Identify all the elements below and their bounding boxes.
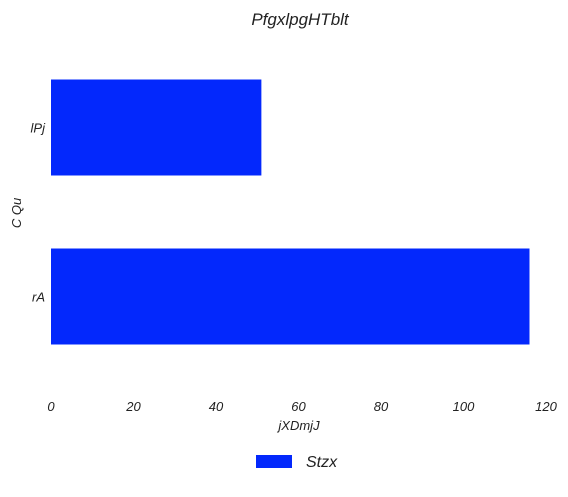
legend-swatch <box>256 455 292 468</box>
x-tick-label: 100 <box>453 399 475 414</box>
y-axis-label: C Qu <box>9 198 24 228</box>
x-axis-label: jXDmjJ <box>276 418 320 433</box>
y-tick-labels: lPj rA <box>31 121 47 305</box>
chart-title: PfgxlpgHTblt <box>251 10 350 29</box>
y-tick-label: rA <box>32 290 45 305</box>
bars-group <box>51 79 530 345</box>
x-tick-label: 80 <box>374 399 389 414</box>
x-tick-labels: 0 20 40 60 80 100 120 <box>47 399 557 414</box>
x-tick-label: 0 <box>47 399 55 414</box>
bar-lPj <box>51 79 262 176</box>
x-tick-label: 120 <box>535 399 557 414</box>
legend: Stzx <box>256 454 338 471</box>
x-tick-label: 40 <box>209 399 224 414</box>
bar-rA <box>51 248 530 345</box>
x-tick-label: 60 <box>291 399 306 414</box>
y-tick-label: lPj <box>31 121 47 136</box>
x-tick-label: 20 <box>125 399 141 414</box>
legend-label: Stzx <box>306 454 338 471</box>
